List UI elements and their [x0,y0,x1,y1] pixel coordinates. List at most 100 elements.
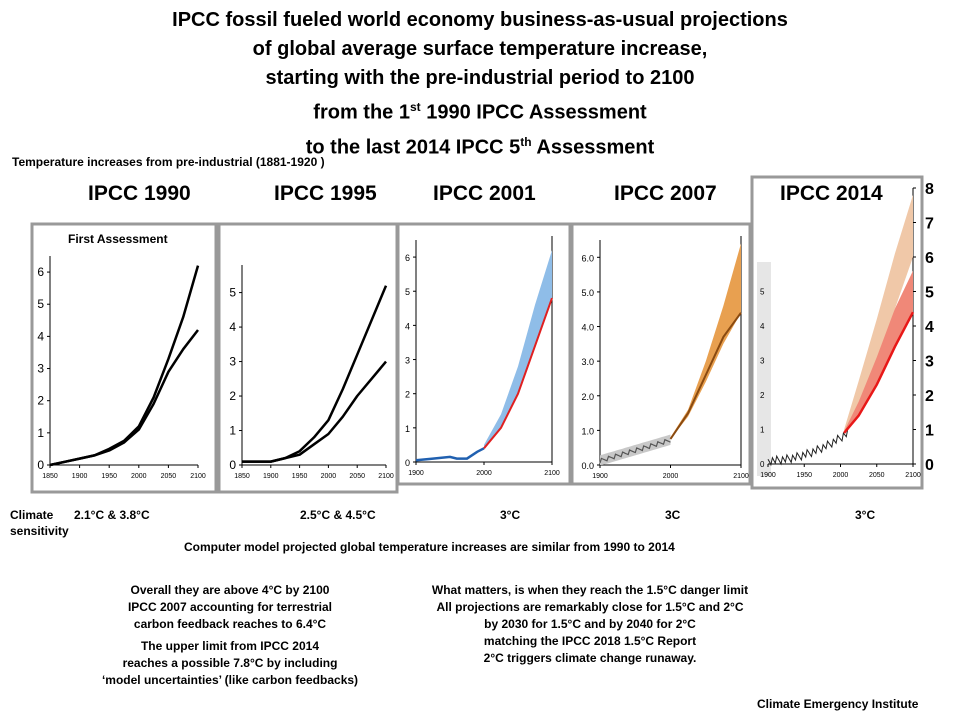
panel-title-1990: IPCC 1990 [88,182,191,205]
x-tick-label: 1900 [592,473,608,480]
y-tick-label: 4 [229,320,236,334]
title-line-4-tail: 1990 IPCC Assessment [420,101,647,124]
y-tick-label: 4 [925,319,934,336]
x-tick-label: 1900 [408,470,424,477]
y-tick-label: 3 [229,355,236,369]
projection-band [484,250,552,449]
x-tick-label: 1850 [42,473,58,480]
y-tick-label: 3 [37,362,44,376]
title-line-5: to the last 2014 IPCC 5th Assessment [0,128,960,163]
x-tick-label: 2000 [833,472,849,479]
y-tick-label: 7 [925,216,934,233]
sensitivity-2007: 3C [665,508,681,522]
x-tick-label: 2050 [869,472,885,479]
note-right-line: matching the IPCC 2018 1.5°C Report [483,634,697,648]
y-tick-label: 1.0 [581,426,594,436]
note-left-line: The upper limit from IPCC 2014 [140,639,320,653]
x-tick-label: 2100 [190,473,206,480]
y-tick-label: 3.0 [581,357,594,367]
y-tick-label: 5 [229,286,236,300]
panel-frame-2007 [570,222,752,486]
chart-ipcc-2014: 0 1 2 3 4 5 6 7 8 0 1 2 3 4 5 1900 1950 2000 2050 2100 [757,181,934,479]
x-tick-label: 2000 [663,473,679,480]
panel-title-2001: IPCC 2001 [433,182,536,205]
panel-frame-2001 [396,222,572,486]
x-tick-label: 2000 [131,473,147,480]
note-left-line: ‘model uncertainties’ (like carbon feedb… [101,673,359,687]
y-tick-label: 5 [405,287,410,297]
x-tick-label: 2050 [161,473,177,480]
subtitle: Temperature increases from pre-industria… [12,155,325,169]
note-right: What matters, is when they reach the 1.5… [400,582,780,667]
title-line-3: starting with the pre-industrial period … [265,67,695,89]
x-tick-label: 1850 [234,473,250,480]
y-tick-label: 2 [405,390,410,400]
y-tick-label: 6.0 [581,253,594,263]
chart-ipcc-1995: 0 1 2 3 4 5 1850 1900 1950 2000 2050 2100 [229,265,394,480]
note-left-line: IPCC 2007 accounting for terrestrial [127,600,333,614]
title-line-1: IPCC fossil fueled world economy busines… [172,9,788,31]
x-tick-label: 1900 [760,472,776,479]
panel-title-1995: IPCC 1995 [274,182,377,205]
sensitivity-2001: 3°C [500,508,521,522]
x-tick-label: 2050 [349,473,365,480]
main-title: IPCC fossil fueled world economy busines… [0,6,960,162]
title-line-5-text: to the last 2014 IPCC 5 [305,136,521,159]
y-tick-label: 2 [229,389,236,403]
panel-frame-2014 [750,175,924,490]
panel-frame-1995 [217,222,399,494]
x-tick-label: 2100 [733,473,749,480]
observed-line [415,447,485,462]
y-tick-label: 4 [37,329,44,343]
note-left-line: carbon feedback reaches to 6.4°C [133,617,327,631]
title-line-5-tail: Assessment [531,136,655,159]
note-right-line: What matters, is when they reach the 1.5… [431,583,749,597]
x-tick-label: 1950 [292,473,308,480]
chart-ipcc-2001: 0 1 2 3 4 5 6 1900 2000 2100 [405,236,560,477]
observed-line [767,428,849,467]
x-tick-label: 1900 [72,473,88,480]
inner-y-tick-label: 4 [760,322,765,331]
credit: Climate Emergency Institute [757,697,919,711]
central-projection-line [843,311,915,434]
x-tick-label: 1950 [101,473,117,480]
central-projection-line [483,297,553,449]
note-right-line: by 2030 for 1.5°C and by 2040 for 2°C [484,617,696,631]
title-line-4: from the 1st 1990 IPCC Assessment [0,93,960,128]
y-tick-label: 4 [405,321,410,331]
title-line-4-sup: st [409,100,421,114]
climate-label: Climate [10,508,54,522]
note-left: Overall they are above 4°C by 2100 IPCC … [80,582,380,689]
inner-y-tick-label: 3 [760,357,765,366]
y-tick-label: 1 [925,423,934,440]
y-tick-label: 4.0 [581,323,594,333]
series-line-1 [49,265,200,467]
x-tick-label: 1900 [263,473,279,480]
sensitivity-label: sensitivity [10,524,69,538]
y-tick-label: 1 [405,424,410,434]
inner-y-tick-label: 0 [760,460,765,469]
chart-ipcc-2007: 0.0 1.0 2.0 3.0 4.0 5.0 6.0 1900 2000 2100 [581,236,749,480]
y-tick-label: 6 [405,253,410,263]
central-projection-line [669,312,742,440]
inner-y-tick-label: 5 [760,288,765,297]
panel-frame-1990 [30,222,218,494]
y-tick-label: 1 [229,424,236,438]
projection-band [670,243,741,439]
y-tick-label: 0.0 [581,461,594,471]
inner-y-tick-label: 2 [760,391,765,400]
y-tick-label: 2 [925,388,934,405]
y-tick-label: 3 [405,356,410,366]
y-tick-label: 5 [37,297,44,311]
note-right-line: 2°C triggers climate change runaway. [483,651,697,665]
x-tick-label: 1950 [796,472,812,479]
y-tick-label: 3 [925,354,934,371]
note-left-line: Overall they are above 4°C by 2100 [130,583,330,597]
y-tick-label: 8 [925,181,934,198]
x-tick-label: 2100 [905,472,921,479]
title-line-4-text: from the 1 [313,101,410,124]
x-tick-label: 2000 [321,473,337,480]
y-tick-label: 1 [37,426,44,440]
observed-line [599,438,671,464]
